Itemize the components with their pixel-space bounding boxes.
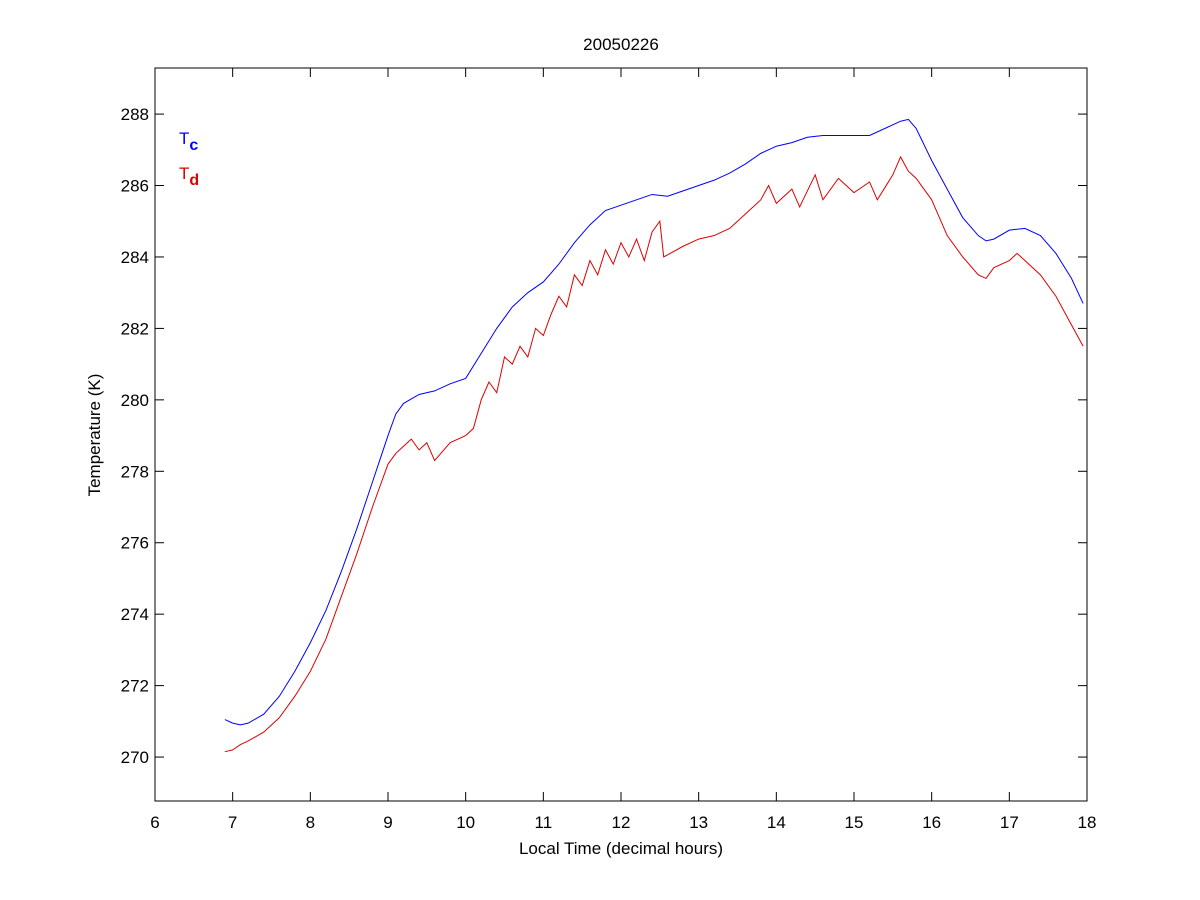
y-tick-label: 288	[121, 105, 149, 124]
x-tick-label: 9	[383, 813, 392, 832]
chart-title: 20050226	[583, 35, 659, 54]
legend-label: Td	[179, 164, 199, 189]
y-axis-label: Temperature (K)	[85, 374, 104, 497]
x-tick-label: 15	[845, 813, 864, 832]
x-tick-label: 8	[306, 813, 315, 832]
x-tick-label: 7	[228, 813, 237, 832]
legend-label: Tc	[179, 129, 198, 154]
plot-area	[154, 67, 1088, 802]
x-tick-label: 6	[150, 813, 159, 832]
line-series	[224, 118, 1084, 726]
x-tick-label: 18	[1078, 813, 1097, 832]
y-tick-label: 284	[121, 248, 149, 267]
x-tick-label: 16	[922, 813, 941, 832]
y-tick-label: 278	[121, 462, 149, 481]
x-tick-label: 11	[535, 813, 553, 832]
x-axis-label: Local Time (decimal hours)	[519, 839, 723, 858]
line-series	[224, 155, 1084, 753]
y-tick-label: 274	[121, 605, 149, 624]
y-tick-label: 276	[121, 534, 149, 553]
y-tick-label: 280	[121, 391, 149, 410]
x-tick-label: 10	[456, 813, 475, 832]
y-tick-label: 272	[121, 677, 149, 696]
x-tick-label: 13	[689, 813, 708, 832]
x-tick-label: 17	[1000, 813, 1019, 832]
y-tick-label: 282	[121, 319, 149, 338]
y-tick-label: 286	[121, 177, 149, 196]
x-tick-label: 14	[767, 813, 786, 832]
y-tick-label: 270	[121, 748, 149, 767]
x-tick-label: 12	[612, 813, 631, 832]
